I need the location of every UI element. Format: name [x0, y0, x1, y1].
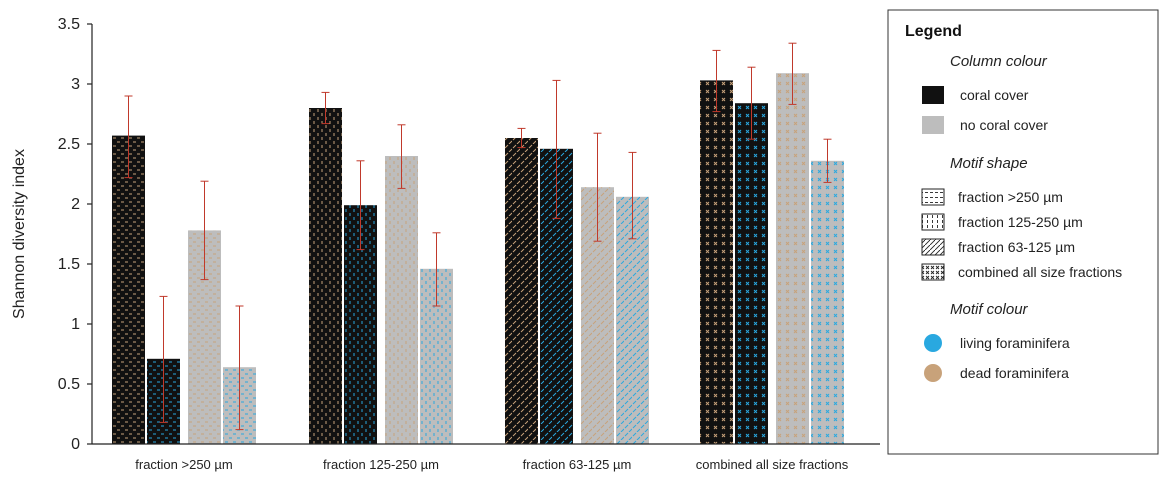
legend-motif-swatch — [921, 188, 945, 206]
legend: Legend Column colour coral cover no coral … — [887, 9, 1159, 455]
bar — [776, 73, 809, 444]
legend-item-label: fraction 63-125 µm — [958, 239, 1075, 255]
legend-swatch — [922, 86, 944, 104]
legend-content: Column colour coral cover no coral cover Mo… — [921, 53, 1122, 382]
bar — [811, 160, 844, 445]
x-category-label: fraction 125-250 µm — [323, 457, 439, 472]
legend-item-label: coral cover — [960, 87, 1029, 103]
legend-item-label: fraction >250 µm — [958, 189, 1063, 205]
legend-item-label: dead foraminifera — [960, 365, 1069, 381]
legend-box — [887, 9, 1159, 455]
x-category-label: fraction >250 µm — [135, 457, 232, 472]
y-axis-ticks: 0 0.5 1 1.5 2 2.5 3 3.5 — [58, 16, 92, 453]
y-tick-label: 2.5 — [58, 136, 80, 153]
y-tick-label: 0 — [71, 436, 80, 453]
legend-item-label: fraction 125-250 µm — [958, 214, 1083, 230]
bar — [735, 103, 768, 444]
legend-section-heading: Motif shape — [950, 155, 1028, 172]
error-bars — [124, 42, 832, 431]
y-tick-label: 2 — [71, 196, 80, 213]
bar — [385, 156, 418, 444]
y-axis-title: Shannon diversity index — [11, 149, 28, 319]
bars — [112, 73, 844, 445]
legend-section-heading: Column colour — [950, 53, 1048, 70]
legend-motif-swatch — [921, 213, 945, 231]
legend-section-heading: Motif colour — [950, 301, 1029, 318]
x-category-label: fraction 63-125 µm — [523, 457, 632, 472]
bar — [700, 80, 733, 445]
legend-dot — [924, 334, 942, 352]
bar — [309, 108, 342, 444]
legend-swatch — [922, 116, 944, 134]
y-tick-label: 0.5 — [58, 376, 80, 393]
y-tick-label: 1 — [71, 316, 80, 333]
legend-motif-swatch — [921, 263, 945, 281]
y-tick-label: 3 — [71, 76, 80, 93]
x-category-label: combined all size fractions — [696, 457, 849, 472]
legend-item-label: no coral cover — [960, 117, 1048, 133]
legend-dot — [924, 364, 942, 382]
legend-item-label: combined all size fractions — [958, 264, 1122, 280]
legend-item-label: living foraminifera — [960, 335, 1070, 351]
bar — [505, 138, 538, 444]
legend-motif-swatch — [921, 238, 945, 256]
bar — [112, 135, 145, 444]
y-tick-label: 3.5 — [58, 16, 80, 33]
y-tick-label: 1.5 — [58, 256, 80, 273]
plot-area: 00.511.522.533.5 fraction >250 µm fractio… — [11, 16, 880, 472]
x-axis-category-labels: fraction >250 µm fraction 125-250 µm fract… — [135, 457, 848, 472]
legend-title: Legend — [905, 23, 962, 40]
